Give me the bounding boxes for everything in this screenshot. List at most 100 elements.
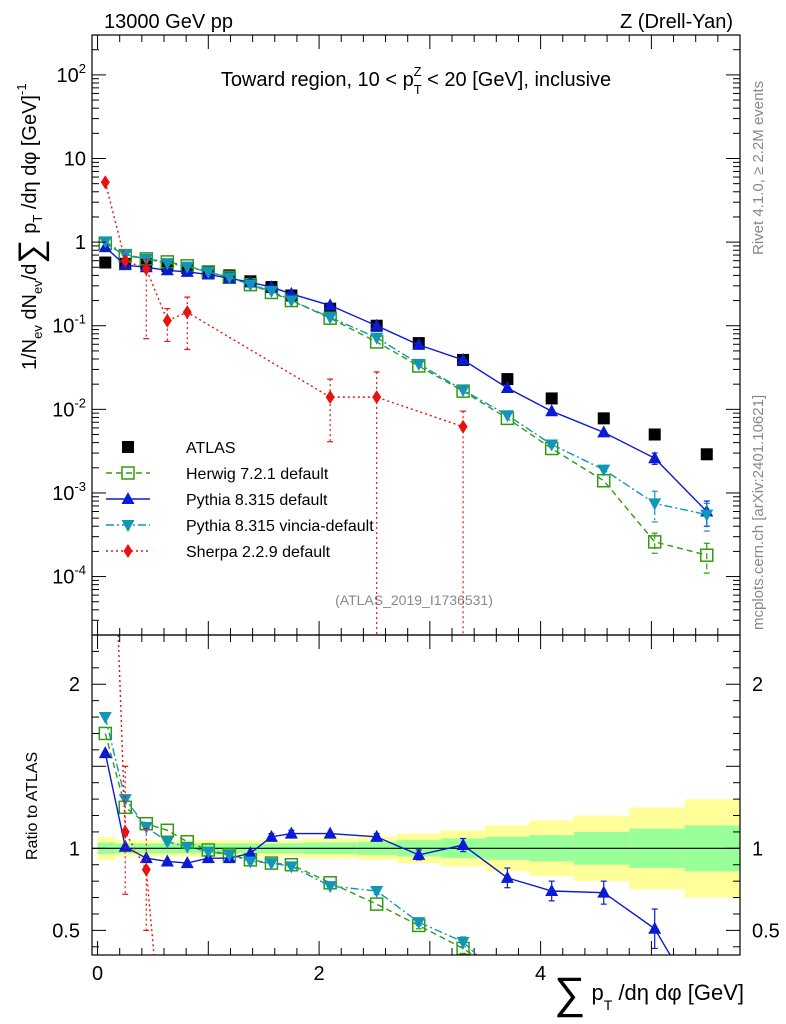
ratio-y-tick-label-right: 2 [752,674,763,696]
rivet-label: Rivet 4.1.0, ≥ 2.2M events [750,81,767,255]
vincia-ratio-point [160,836,174,849]
legend-label-herwig: Herwig 7.2.1 default [186,466,329,483]
ratio-y-tick-label: 0.5 [52,920,80,942]
atlas-point [501,373,514,386]
pythia-ratio-point [597,885,611,898]
pythia-point [370,318,384,331]
legend-marker-herwig [121,466,135,480]
vincia-ratio-point [243,856,257,869]
legend-label-vincia: Pythia 8.315 vincia-default [186,518,374,535]
vincia-ratio-point [98,712,112,725]
pythia-point [648,451,662,464]
sherpa-point [162,313,172,328]
x-ticks: 0 2 4 [92,35,719,985]
x-tick-label: 4 [535,963,546,985]
pythia-ratio-point [370,829,384,842]
vincia-ratio-point [139,822,153,834]
vincia-point [412,358,426,371]
pythia-ratio-point [180,856,194,869]
y-tick-label: 1 [75,232,86,254]
sherpa-ratio-line [117,635,155,955]
ratio-y-axis-label: Ratio to ATLAS [24,752,41,860]
vincia-point [180,261,194,274]
vincia-point [201,266,215,279]
pythia-ratio-point [139,851,153,864]
main-y-ticks: 10-4 10-3 10-2 10-1 1 10 102 [52,34,740,636]
vincia-ratio-point [284,861,298,874]
y-tick-exponent: -2 [74,395,86,410]
pythia-ratio-point [264,829,278,842]
pythia-point [456,352,470,365]
pythia-point [545,404,559,417]
pythia-ratio-point [118,839,132,852]
atlas-point [99,256,112,269]
main-y-axis-label: 1/Nev dNev/d∑ pT /dη dφ [GeV]-1 [12,83,50,370]
ratio-y-tick-label-right: 0.5 [752,920,780,942]
analysis-label: (ATLAS_2019_I1736531) [335,592,493,608]
y-tick-label: 10-1 [52,312,86,338]
pythia-ratio-point [545,884,559,896]
legend-marker-vincia [121,520,135,532]
sherpa-point [372,390,382,405]
pythia-point [323,298,337,311]
region-title: Toward region, 10 < pTZ < 20 [GeV], incl… [221,64,611,97]
legend-marker-sherpa [123,544,133,558]
pythia-ratio-point [648,921,662,934]
atlas-point [700,448,713,461]
vincia-ratio-point [456,936,470,949]
vincia-point [160,258,174,271]
vincia-point [700,509,714,522]
vincia-ratio-point [180,841,194,854]
legend-label-pythia: Pythia 8.315 default [186,492,328,509]
vincia-point [500,410,514,423]
vincia-ratio-point [412,917,426,930]
pythia-point [412,337,426,350]
vincia-ratio-point [370,886,384,898]
pythia-point [597,425,611,438]
vincia-point [222,272,236,285]
x-axis-label: ∑ pT /dη dφ [GeV] [554,969,744,1018]
vincia-ratio-point [264,858,278,871]
process-label: Z (Drell-Yan) [620,11,733,33]
vincia-point [370,332,384,345]
ratio-y-tick-label: 1 [69,838,80,860]
sherpa-point [100,175,110,190]
sherpa-point [120,253,130,268]
legend-label-sherpa: Sherpa 2.2.9 default [186,544,331,561]
ratio-series [98,635,671,955]
pythia-point [500,380,514,393]
atlas-point [545,392,558,405]
vincia-point [597,464,611,477]
y-tick-exponent: -4 [74,563,86,578]
y-tick-exponent: -3 [74,479,86,494]
sherpa-ratio-point [141,862,151,877]
vincia-point [284,295,298,308]
pythia-ratio-point [284,826,298,839]
atlas-point [648,428,661,441]
x-tick-label: 2 [314,963,325,985]
ratio-y-tick-label: 2 [69,674,80,696]
vincia-point [648,498,662,511]
y-tick-label: 10-4 [52,563,86,589]
y-tick-exponent: 2 [79,61,86,76]
herwig-ratio-point [98,726,113,741]
main-panel: 10-4 10-3 10-2 10-1 1 10 102 [52,34,741,636]
vincia-ratio-point [201,846,215,859]
ratio-y-tick-label-right: 1 [752,838,763,860]
pythia-ratio-point [412,847,426,860]
pythia-ratio-point [500,870,514,883]
y-tick-label: 10-3 [52,479,86,505]
main-series [98,175,714,635]
vincia-point [243,279,257,292]
sherpa-point [458,419,468,434]
ratio-frame [91,634,741,956]
legend-label-atlas: ATLAS [186,440,236,457]
vincia-point [264,286,278,299]
atlas-point [597,412,610,425]
sherpa-line [104,182,464,428]
vincia-ratio-point [222,849,236,862]
sherpa-point [325,390,335,405]
herwig-point [700,548,714,562]
pythia-ratio-point [456,838,470,851]
